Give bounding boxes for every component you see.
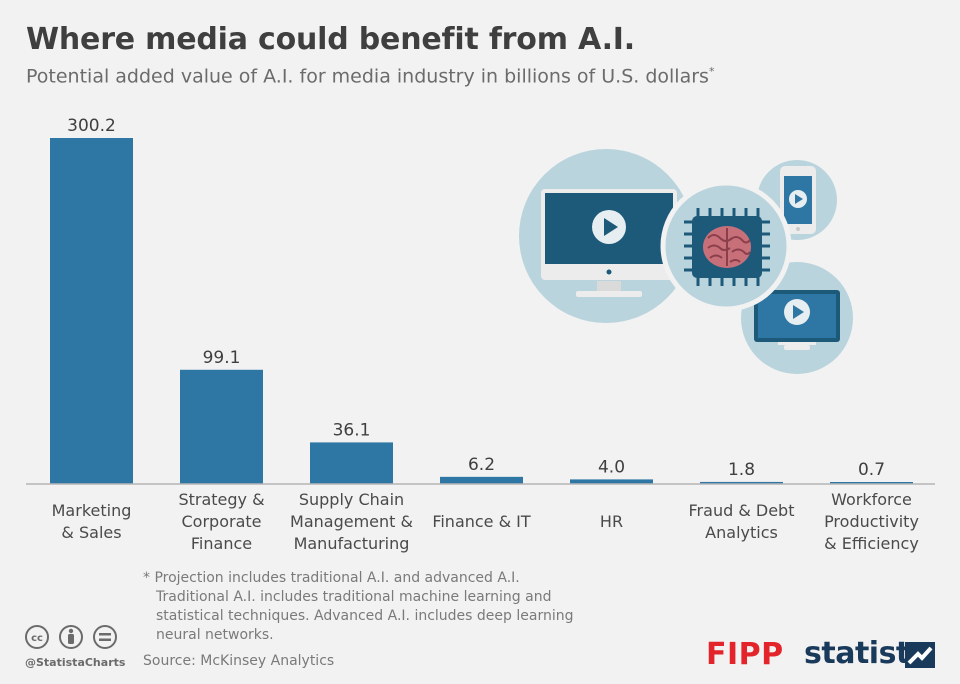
svg-text:cc: cc bbox=[31, 633, 43, 644]
category-label: Analytics bbox=[705, 523, 778, 542]
source-note: Source: McKinsey Analytics bbox=[143, 653, 335, 669]
bar-3[interactable] bbox=[440, 476, 523, 484]
category-label: Fraud & Debt bbox=[689, 501, 795, 520]
subtitle-footnote-mark: * bbox=[708, 65, 715, 78]
category-label: Workforce bbox=[831, 490, 912, 509]
bar-4[interactable] bbox=[570, 479, 653, 484]
category-label: Management & bbox=[290, 512, 413, 531]
no-derivatives-icon bbox=[93, 625, 117, 649]
category-label: Corporate bbox=[182, 512, 262, 531]
footnote-body: Traditional A.I. includes traditional ma… bbox=[156, 589, 574, 643]
chart-subtitle: Potential added value of A.I. for media … bbox=[26, 65, 715, 88]
statista-charts-handle[interactable]: @StatistaCharts bbox=[25, 656, 126, 669]
category-label: Strategy & bbox=[178, 490, 264, 509]
category-label: HR bbox=[600, 512, 623, 531]
bar-0[interactable] bbox=[50, 138, 133, 484]
desktop-monitor-play-icon bbox=[519, 149, 693, 323]
bar-value-label: 36.1 bbox=[333, 420, 371, 440]
category-label: Productivity bbox=[824, 512, 919, 531]
bar-value-label: 6.2 bbox=[468, 455, 495, 475]
bar-value-label: 1.8 bbox=[728, 460, 755, 480]
footnote-lead: Projection includes traditional A.I. and… bbox=[154, 570, 520, 586]
bar-1[interactable] bbox=[180, 369, 263, 484]
statista-logo-mark-icon bbox=[905, 642, 935, 668]
category-label: Manufacturing bbox=[294, 534, 410, 553]
category-label: & Efficiency bbox=[824, 534, 919, 553]
bar-value-label: 300.2 bbox=[67, 116, 116, 136]
bar-value-label: 99.1 bbox=[203, 348, 241, 368]
category-label: Finance bbox=[191, 534, 252, 553]
fipp-logo[interactable]: FIPP bbox=[706, 637, 784, 672]
category-label: Finance & IT bbox=[432, 512, 531, 531]
bar-value-label: 4.0 bbox=[598, 457, 625, 477]
category-label: Supply Chain bbox=[299, 490, 404, 509]
bar-6[interactable] bbox=[830, 482, 913, 484]
attribution-icon bbox=[59, 625, 83, 649]
bar-5[interactable] bbox=[700, 481, 783, 484]
license-icons[interactable]: cc bbox=[24, 624, 124, 652]
page-title: Where media could benefit from A.I. bbox=[26, 22, 635, 57]
category-label: Marketing bbox=[52, 501, 132, 520]
bar-2[interactable] bbox=[310, 442, 393, 484]
ai-chip-brain-icon bbox=[660, 180, 792, 312]
bar-value-label: 0.7 bbox=[858, 460, 885, 480]
creative-commons-icon: cc bbox=[25, 625, 49, 649]
category-label: & Sales bbox=[61, 523, 121, 542]
footnote-mark: * bbox=[143, 570, 150, 586]
footnote: * Projection includes traditional A.I. a… bbox=[143, 569, 583, 645]
